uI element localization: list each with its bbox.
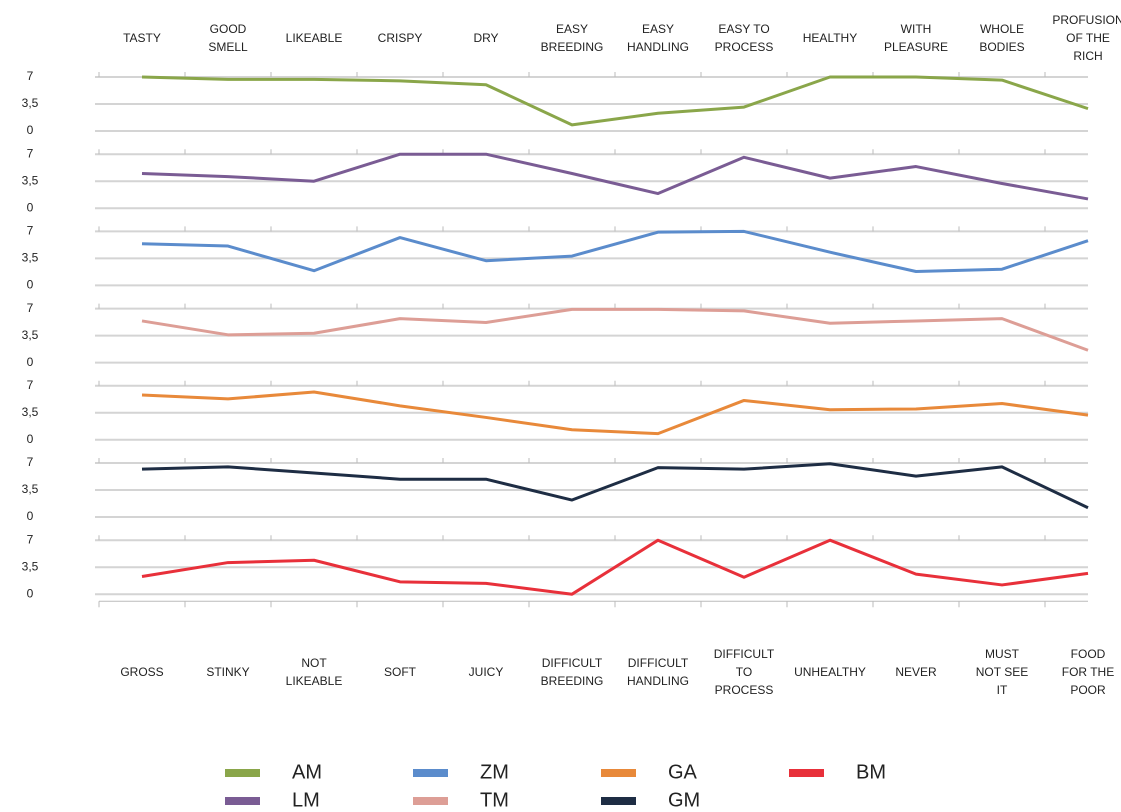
legend-swatch — [601, 797, 636, 805]
y-tick-label: 7 — [27, 69, 34, 83]
bottom-label: DIFFICULT — [714, 647, 775, 661]
legend-swatch — [225, 769, 260, 777]
bottom-label: TO — [736, 665, 752, 679]
y-tick-label: 3,5 — [22, 405, 39, 419]
y-tick-label: 0 — [27, 355, 34, 369]
top-label: GOOD — [210, 22, 247, 36]
bottom-label: IT — [997, 683, 1008, 697]
series-line — [141, 390, 1089, 436]
series-line — [141, 229, 1089, 274]
top-label: LIKEABLE — [286, 31, 343, 45]
y-tick-label: 0 — [27, 432, 34, 446]
legend-label: AM — [292, 761, 322, 783]
bottom-label: NOT SEE — [976, 665, 1028, 679]
legend-label: BM — [856, 761, 886, 783]
top-label: EASY — [556, 22, 588, 36]
y-tick-label: 7 — [27, 455, 34, 469]
bottom-label: GROSS — [120, 665, 163, 679]
y-tick-label: 3,5 — [22, 251, 39, 265]
legend-swatch — [225, 797, 260, 805]
y-tick-label: 3,5 — [22, 96, 39, 110]
bottom-label: BREEDING — [541, 674, 604, 688]
bottom-label: POOR — [1070, 683, 1106, 697]
y-tick-label: 7 — [27, 224, 34, 238]
y-tick-label: 0 — [27, 123, 34, 137]
top-label: DRY — [473, 31, 498, 45]
legend-label: GM — [668, 789, 700, 811]
y-tick-label: 3,5 — [22, 173, 39, 187]
top-label: HEALTHY — [803, 31, 857, 45]
top-label: HANDLING — [627, 40, 689, 54]
legend-swatch — [413, 797, 448, 805]
series-line — [141, 538, 1089, 596]
bottom-label: NOT — [301, 656, 327, 670]
y-tick-label: 7 — [27, 146, 34, 160]
y-tick-label: 3,5 — [22, 559, 39, 573]
top-label: PROCESS — [715, 40, 774, 54]
top-label: TASTY — [123, 31, 161, 45]
bottom-label: PROCESS — [715, 683, 774, 697]
legend-label: LM — [292, 789, 320, 811]
top-label: CRISPY — [378, 31, 423, 45]
y-tick-label: 7 — [27, 532, 34, 546]
top-label: PROFUSION — [1052, 13, 1121, 27]
series-line — [141, 75, 1089, 127]
bottom-label: HANDLING — [627, 674, 689, 688]
top-label: SMELL — [208, 40, 248, 54]
legend-label: GA — [668, 761, 698, 783]
legend-swatch — [601, 769, 636, 777]
bottom-label: SOFT — [384, 665, 417, 679]
series-line — [141, 152, 1089, 201]
y-tick-label: 0 — [27, 278, 34, 292]
bottom-label: UNHEALTHY — [794, 665, 866, 679]
bottom-label: LIKEABLE — [286, 674, 343, 688]
legend-swatch — [789, 769, 824, 777]
legend-label: TM — [480, 789, 509, 811]
top-label: BREEDING — [541, 40, 604, 54]
top-label: RICH — [1073, 49, 1102, 63]
top-label: EASY TO — [718, 22, 769, 36]
y-tick-label: 0 — [27, 586, 34, 600]
top-label: OF THE — [1066, 31, 1110, 45]
y-tick-label: 0 — [27, 509, 34, 523]
top-label: WHOLE — [980, 22, 1024, 36]
bottom-label: JUICY — [469, 665, 504, 679]
bottom-label: MUST — [985, 647, 1020, 661]
bottom-label: STINKY — [206, 665, 249, 679]
series-line — [141, 307, 1089, 352]
bottom-label: DIFFICULT — [542, 656, 603, 670]
top-label: WITH — [901, 22, 932, 36]
legend-swatch — [413, 769, 448, 777]
y-tick-label: 7 — [27, 378, 34, 392]
top-label: PLEASURE — [884, 40, 948, 54]
y-tick-label: 7 — [27, 301, 34, 315]
bottom-label: FOR THE — [1062, 665, 1114, 679]
y-tick-label: 3,5 — [22, 328, 39, 342]
y-tick-label: 3,5 — [22, 482, 39, 496]
bottom-label: FOOD — [1071, 647, 1106, 661]
top-label: BODIES — [979, 40, 1024, 54]
top-label: EASY — [642, 22, 674, 36]
bottom-label: DIFFICULT — [628, 656, 689, 670]
series-line — [141, 462, 1089, 510]
bottom-label: NEVER — [895, 665, 937, 679]
y-tick-label: 0 — [27, 200, 34, 214]
legend-label: ZM — [480, 761, 509, 783]
